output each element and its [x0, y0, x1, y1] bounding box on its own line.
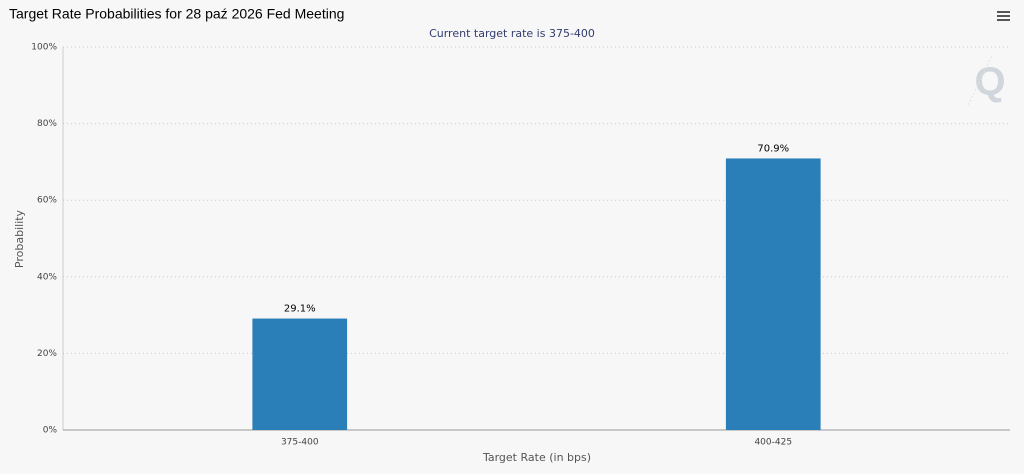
data-label: 70.9%: [757, 143, 789, 154]
y-tick-label: 80%: [37, 119, 57, 129]
data-label: 29.1%: [284, 304, 316, 315]
menu-bar: [997, 15, 1010, 17]
y-tick-label: 40%: [37, 272, 57, 282]
menu-button[interactable]: [997, 11, 1010, 21]
watermark-stroke: [967, 55, 993, 106]
chart-subtitle: Current target rate is 375-400: [429, 27, 595, 40]
watermark-logo: Q: [974, 60, 1005, 104]
chart-title: Target Rate Probabilities for 28 paź 202…: [9, 6, 344, 22]
bar: [252, 318, 348, 430]
y-tick-label: 60%: [37, 196, 57, 206]
y-tick-label: 0%: [43, 426, 58, 436]
bar: [725, 158, 821, 430]
x-tick-label: 375-400: [281, 438, 319, 448]
watermark: Q: [967, 55, 1006, 106]
y-tick-label: 20%: [37, 349, 57, 359]
y-axis-title: Probability: [13, 209, 26, 268]
x-axis-title: Target Rate (in bps): [482, 451, 591, 464]
x-tick-label: 400-425: [754, 438, 792, 448]
menu-bar: [997, 11, 1010, 13]
y-tick-label: 100%: [31, 43, 57, 53]
menu-bar: [997, 19, 1010, 21]
